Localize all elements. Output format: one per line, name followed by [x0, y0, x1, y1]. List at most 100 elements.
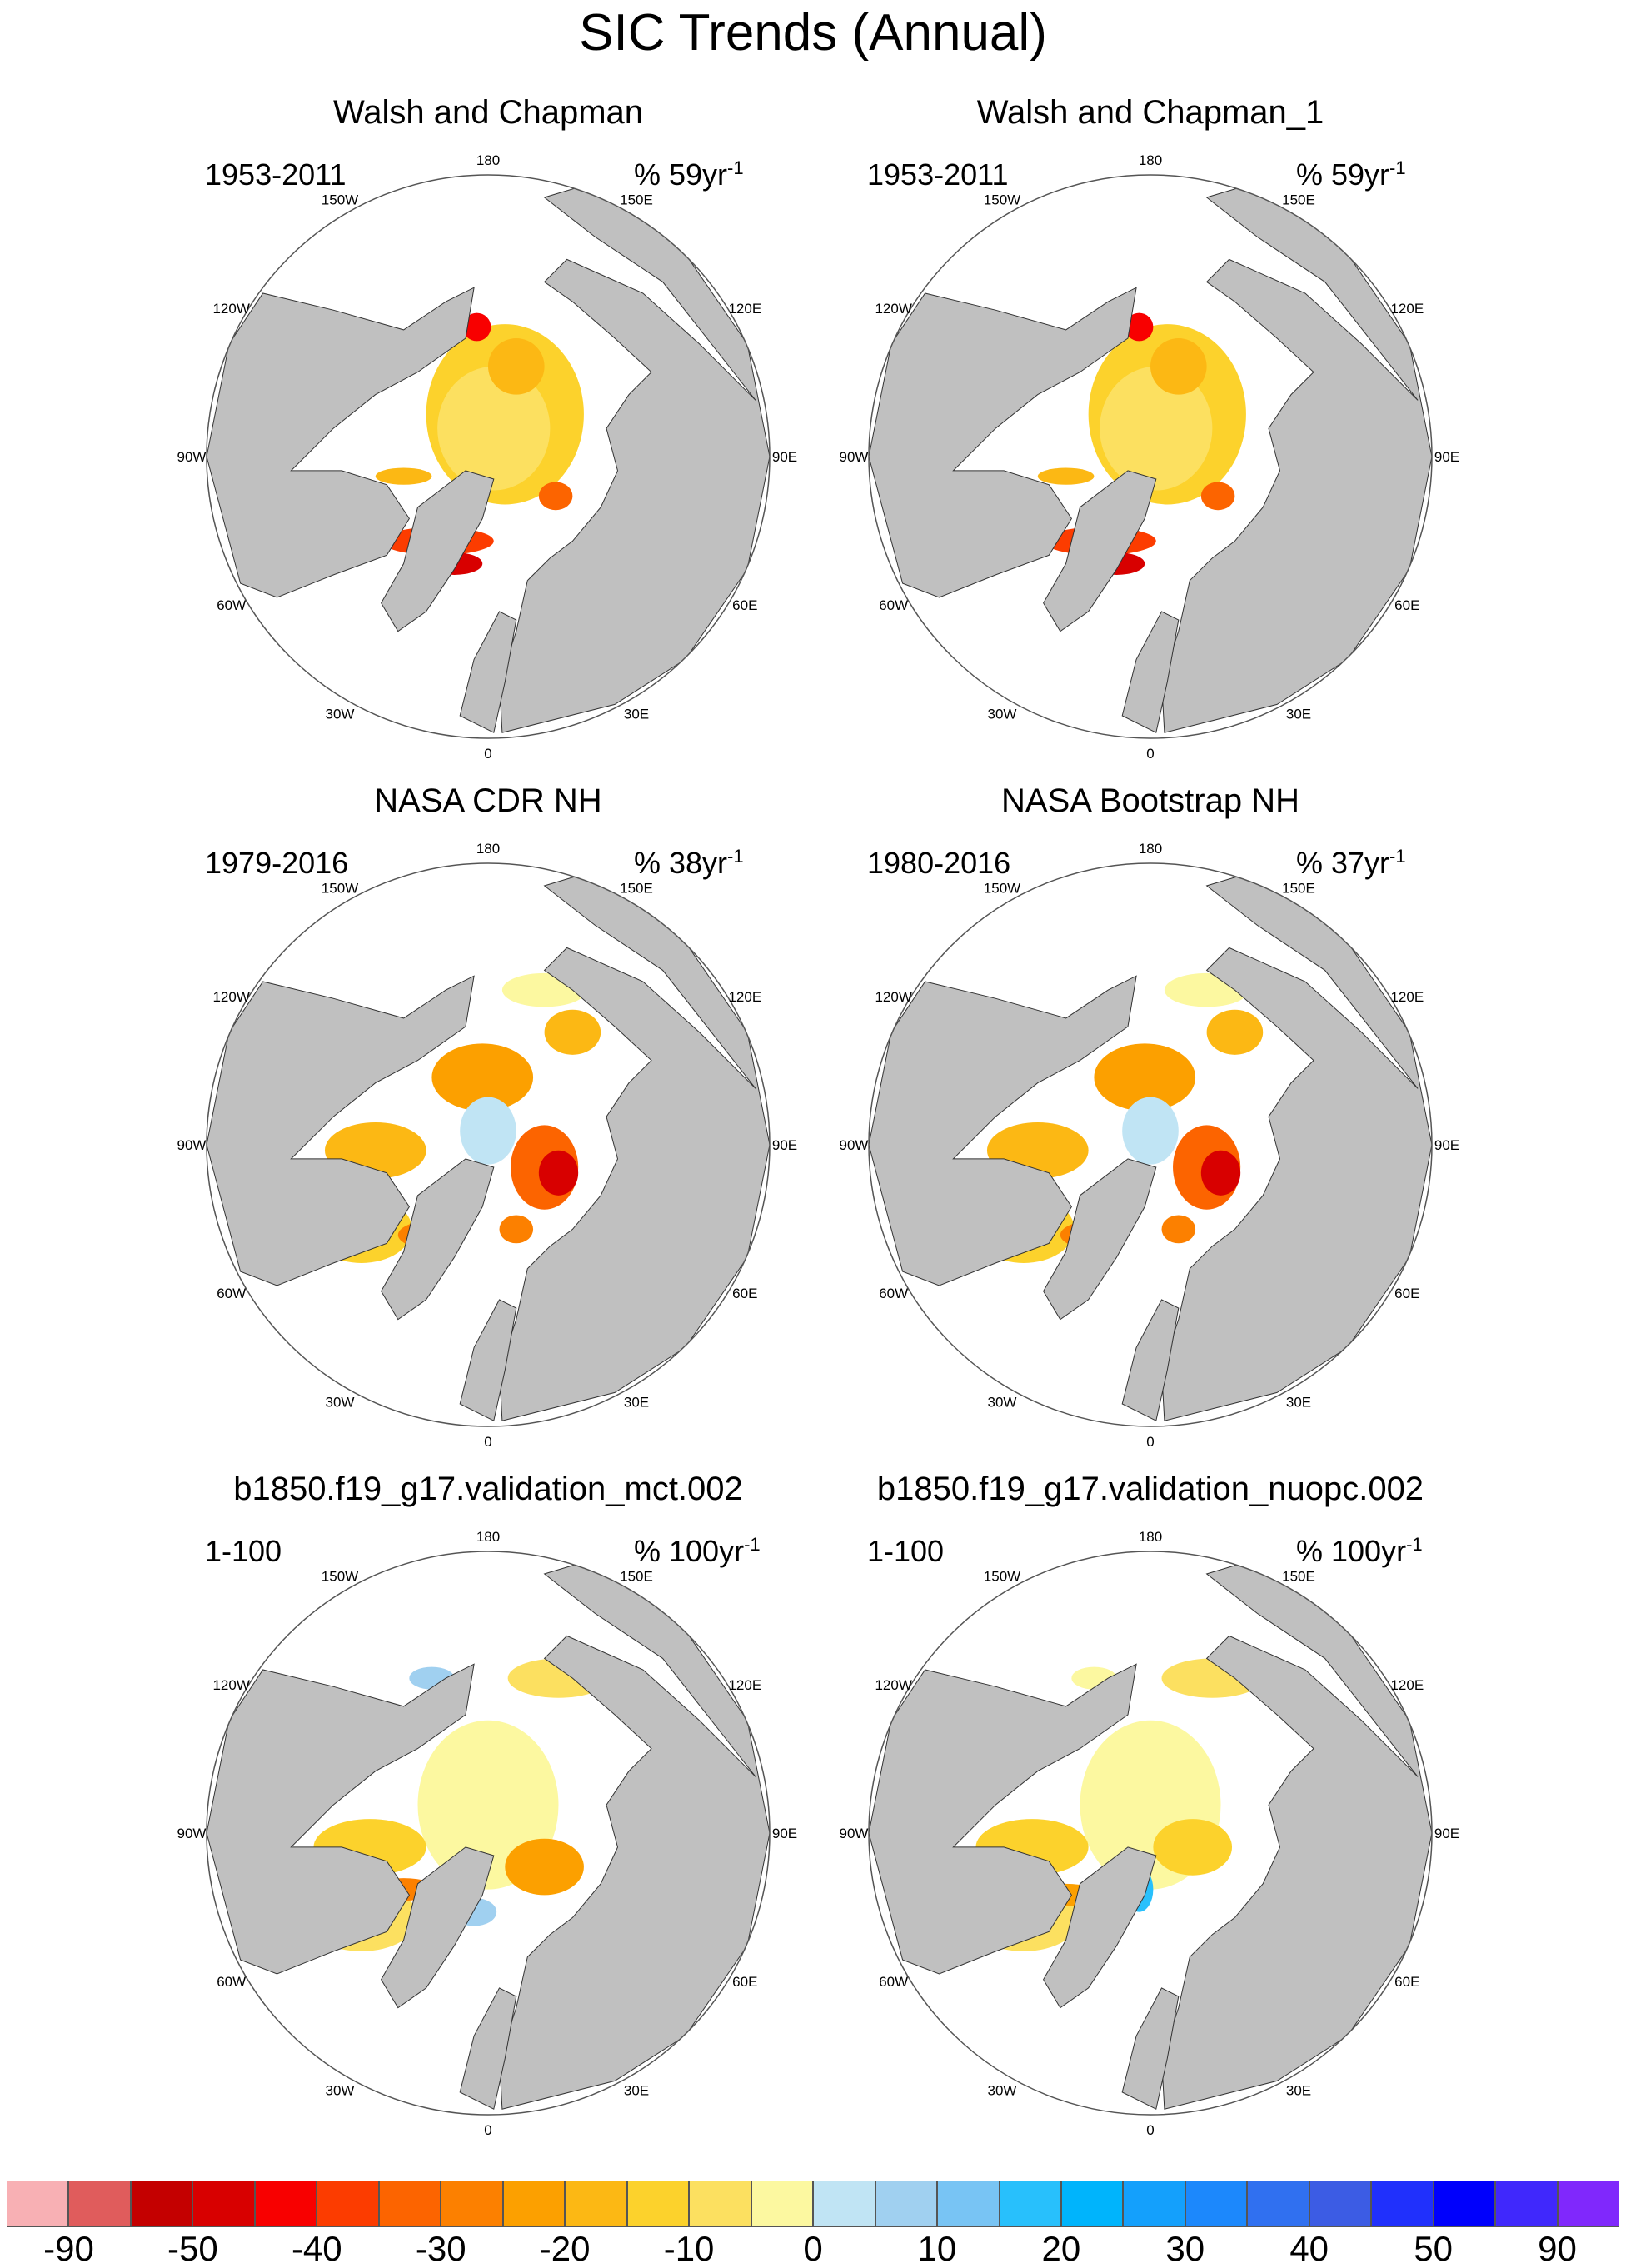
trend-region	[538, 482, 573, 511]
trend-region	[1153, 1819, 1233, 1876]
colorbar-box	[317, 2181, 379, 2227]
colorbar-box	[1060, 2181, 1124, 2227]
colorbar-box	[999, 2181, 1061, 2227]
units-exponent: -1	[1406, 1534, 1423, 1555]
longitude-label: 150W	[984, 192, 1020, 208]
map-border	[868, 1551, 1433, 2116]
colorbar-box	[7, 2181, 69, 2227]
panel-title: Walsh and Chapman	[332, 94, 644, 131]
longitude-label: 180	[476, 841, 500, 857]
longitude-label: 0	[484, 2122, 491, 2138]
land-mass	[459, 1987, 517, 2110]
land-mass	[207, 287, 475, 598]
longitude-label: 180	[1139, 841, 1162, 857]
colorbar: -90 -50 -40 -30 -20 -10 0 10 20 30 40 50 90	[7, 2181, 1620, 2268]
trend-region	[462, 312, 491, 342]
colorbar-tick-label: 0	[803, 2229, 823, 2268]
longitude-label: 90E	[1434, 449, 1459, 465]
polar-map: 180 150E 120E 90E 60E 30E 0 30W 60W 90W 120W 150W	[840, 841, 1460, 1450]
colorbar-box	[1495, 2181, 1558, 2227]
trend-region	[1161, 1215, 1196, 1244]
land-mass	[1121, 611, 1180, 733]
colorbar-box	[1371, 2181, 1434, 2227]
land-mass	[869, 287, 1137, 598]
land-mass	[207, 1663, 475, 1975]
colorbar-box	[502, 2181, 566, 2227]
land-mass	[869, 975, 1137, 1286]
longitude-label: 60W	[879, 597, 908, 613]
trend-region	[1150, 338, 1207, 395]
panel-period: 1-100	[205, 1534, 282, 1568]
panel-period: 1980-2016	[867, 846, 1011, 880]
colorbar-box	[689, 2181, 751, 2227]
colorbar-tick-label: 90	[1538, 2229, 1577, 2268]
polar-map: 180 150E 120E 90E 60E 30E 0 30W 60W 90W 120W 150W	[177, 152, 798, 762]
trend-region	[505, 1838, 584, 1896]
longitude-label: 150W	[984, 1569, 1020, 1585]
map-panel-5: 180 150E 120E 90E 60E 30E 0 30W 60W 90W 120W 150W b1…	[0, 1471, 813, 2166]
map-border	[206, 1551, 771, 2116]
trend-region	[1122, 1097, 1179, 1165]
longitude-label: 90E	[772, 449, 797, 465]
longitude-label: 120W	[875, 1677, 911, 1693]
longitude-label: 60W	[217, 597, 246, 613]
units-exponent: -1	[1389, 157, 1406, 178]
colorbar-tick-label: 20	[1041, 2229, 1081, 2268]
trend-region	[499, 1215, 534, 1244]
polar-map: 180 150E 120E 90E 60E 30E 0 30W 60W 90W 120W 150W	[177, 841, 798, 1450]
longitude-label: 120E	[728, 989, 761, 1005]
longitude-label: 30E	[624, 1394, 649, 1410]
longitude-label: 150W	[322, 192, 358, 208]
panel-period: 1979-2016	[205, 846, 349, 880]
panel-title: NASA CDR NH	[374, 782, 602, 819]
units-value: % 37yr	[1296, 846, 1390, 880]
longitude-label: 90W	[840, 1137, 869, 1153]
longitude-label: 90W	[177, 449, 207, 465]
longitude-label: 180	[476, 152, 500, 168]
longitude-label: 120W	[212, 1677, 249, 1693]
colorbar-tick-label: 40	[1289, 2229, 1329, 2268]
longitude-label: 150W	[984, 881, 1020, 897]
panel-units: % 59yr-1	[1296, 150, 1406, 193]
panel-title: b1850.f19_g17.validation_nuopc.002	[876, 1471, 1424, 1507]
longitude-label: 120W	[875, 989, 911, 1005]
colorbar-box	[751, 2181, 814, 2227]
trend-region	[1200, 482, 1235, 511]
map-panel-6: 180 150E 120E 90E 60E 30E 0 30W 60W 90W 120W 150W b1…	[813, 1471, 1626, 2166]
trend-region	[460, 1097, 516, 1165]
land-mass	[1121, 1299, 1180, 1421]
longitude-label: 180	[1139, 152, 1162, 168]
trend-region	[1206, 1009, 1264, 1055]
map-border	[206, 174, 771, 739]
trend-region	[544, 1009, 601, 1055]
longitude-label: 180	[476, 1529, 500, 1545]
map-border	[868, 862, 1433, 1427]
units-value: % 59yr	[1296, 157, 1390, 192]
longitude-label: 0	[484, 746, 491, 762]
map-border	[868, 174, 1433, 739]
longitude-label: 150E	[1282, 192, 1315, 208]
longitude-label: 120E	[1390, 301, 1424, 317]
panel-units: % 37yr-1	[1296, 838, 1406, 882]
longitude-label: 30W	[988, 706, 1017, 722]
longitude-label: 120E	[1390, 989, 1424, 1005]
longitude-label: 30E	[1286, 1394, 1311, 1410]
longitude-label: 150E	[1282, 881, 1315, 897]
polar-map: 180 150E 120E 90E 60E 30E 0 30W 60W 90W 120W 150W	[840, 152, 1460, 762]
colorbar-box	[68, 2181, 131, 2227]
longitude-label: 30E	[1286, 2082, 1311, 2098]
colorbar-box	[1123, 2181, 1185, 2227]
land-mass	[207, 975, 475, 1286]
colorbar-tick-label: -20	[539, 2229, 591, 2268]
polar-map: 180 150E 120E 90E 60E 30E 0 30W 60W 90W 120W 150W	[177, 1529, 798, 2138]
longitude-label: 60W	[879, 1974, 908, 1990]
longitude-label: 90W	[840, 449, 869, 465]
colorbar-box	[875, 2181, 938, 2227]
longitude-label: 30E	[624, 706, 649, 722]
colorbar-box	[1247, 2181, 1309, 2227]
longitude-label: 30E	[624, 2082, 649, 2098]
trend-region	[538, 1150, 579, 1196]
longitude-label: 150W	[322, 881, 358, 897]
colorbar-box	[441, 2181, 503, 2227]
colorbar-box	[1433, 2181, 1496, 2227]
